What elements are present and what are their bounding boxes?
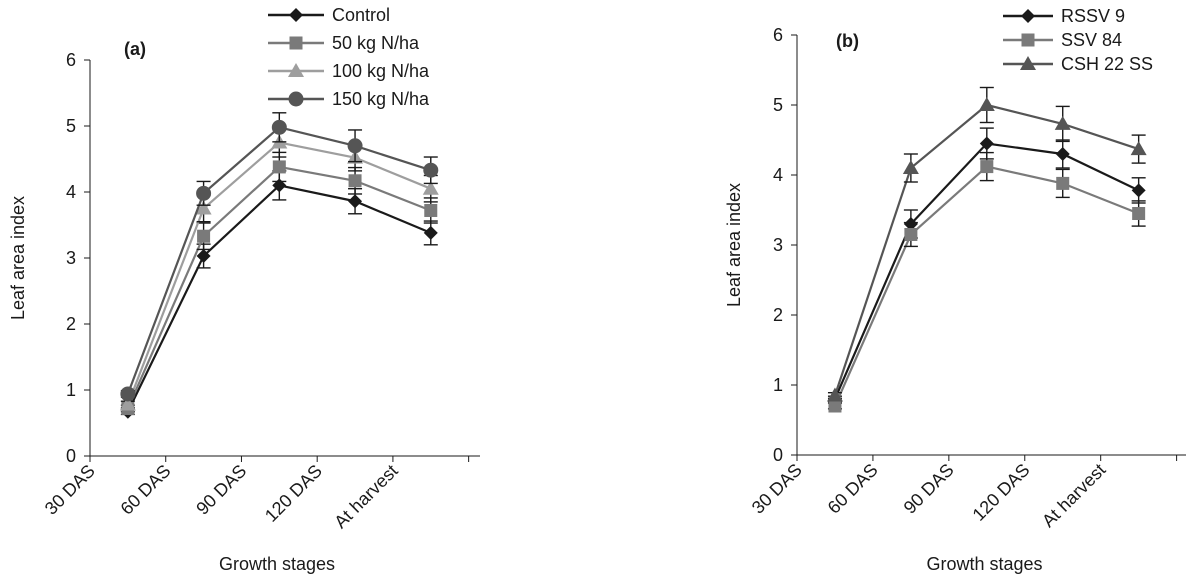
data-point [197, 229, 211, 243]
series-line [833, 165, 1140, 407]
data-point [119, 396, 136, 411]
y-tick-label: 4 [773, 165, 783, 185]
legend-label: SSV 84 [1061, 30, 1122, 50]
data-point [195, 200, 212, 215]
y-axis-title: Leaf area index [724, 183, 744, 307]
legend-marker [288, 91, 304, 107]
series-line [833, 142, 1140, 400]
x-tick-label: 90 DAS [900, 460, 958, 518]
data-point [1055, 147, 1070, 161]
data-point [424, 203, 438, 217]
x-tick-label: 30 DAS [41, 461, 99, 519]
legend-marker [1021, 33, 1035, 47]
legend-label: 150 kg N/ha [332, 89, 430, 109]
data-point [828, 399, 842, 413]
y-tick-label: 5 [66, 116, 76, 136]
legend-label: CSH 22 SS [1061, 54, 1153, 74]
x-tick-label: 30 DAS [748, 460, 806, 518]
series-0 [120, 170, 438, 419]
data-point [423, 162, 439, 178]
data-point [120, 386, 136, 402]
data-point [904, 228, 918, 241]
y-tick-label: 0 [773, 445, 783, 465]
legend: RSSV 9 SSV 84 CSH 22 SS [1003, 6, 1153, 74]
data-point [348, 174, 362, 188]
data-point [902, 160, 919, 174]
legend-label: 50 kg N/ha [332, 33, 420, 53]
legend-label: Control [332, 5, 390, 25]
x-tick-label: 120 DAS [969, 460, 1034, 525]
y-tick-label: 2 [66, 314, 76, 334]
series-1 [827, 151, 1146, 413]
legend-marker [289, 8, 303, 22]
legend-label: RSSV 9 [1061, 6, 1125, 26]
data-point [1131, 183, 1146, 198]
chart-panel-a: 0 1 2 3 4 5 6 30 DAS 60 DAS 90 DAS 120 DAS At harve… [8, 5, 480, 574]
data-point [423, 225, 438, 240]
x-tick-label: 90 DAS [192, 461, 250, 519]
data-point [979, 136, 994, 151]
y-tick-label: 0 [66, 446, 76, 466]
x-tick-label: 120 DAS [261, 461, 326, 526]
series-line [126, 184, 432, 413]
x-axis-title: Growth stages [219, 554, 335, 574]
y-tick-label: 3 [66, 248, 76, 268]
data-point [271, 119, 287, 135]
panel-label: (a) [124, 39, 146, 59]
y-tick-label: 1 [66, 380, 76, 400]
y-tick-label: 6 [66, 50, 76, 70]
y-tick-label: 6 [773, 25, 783, 45]
data-point [826, 387, 843, 402]
data-point [1132, 207, 1146, 220]
data-point [348, 194, 363, 209]
data-point [347, 138, 363, 154]
data-point [1056, 176, 1070, 190]
data-point [196, 185, 212, 201]
data-point [980, 160, 994, 174]
y-tick-label: 5 [773, 95, 783, 115]
y-tick-label: 4 [66, 182, 76, 202]
series-3 [120, 112, 439, 402]
x-tick-label: At harvest [1038, 460, 1109, 531]
legend-marker [1021, 9, 1035, 23]
y-axis-title: Leaf area index [8, 196, 28, 320]
legend-marker [288, 63, 304, 77]
legend: Control 50 kg N/ha 100 kg N/ha 150 kg N/ha [268, 5, 430, 109]
legend-marker [289, 36, 303, 50]
x-axis-title: Growth stages [926, 554, 1042, 574]
data-point [196, 249, 211, 264]
data-point [272, 160, 286, 174]
series-2 [826, 86, 1147, 402]
data-point [422, 180, 439, 195]
data-point [978, 97, 995, 111]
data-point [1054, 115, 1071, 130]
legend-label: 100 kg N/ha [332, 61, 430, 81]
x-tick-label: 60 DAS [824, 460, 882, 518]
x-tick-label: 60 DAS [117, 461, 175, 519]
panel-label: (b) [836, 31, 859, 51]
legend-marker [1020, 56, 1036, 70]
data-point [1130, 141, 1147, 156]
y-tick-label: 3 [773, 235, 783, 255]
y-tick-label: 1 [773, 375, 783, 395]
x-tick-label: At harvest [330, 461, 401, 532]
chart-panel-b: 0 1 2 3 4 5 6 30 DAS 60 DAS 90 DAS 120 DAS At harve… [724, 6, 1186, 574]
y-tick-label: 2 [773, 305, 783, 325]
